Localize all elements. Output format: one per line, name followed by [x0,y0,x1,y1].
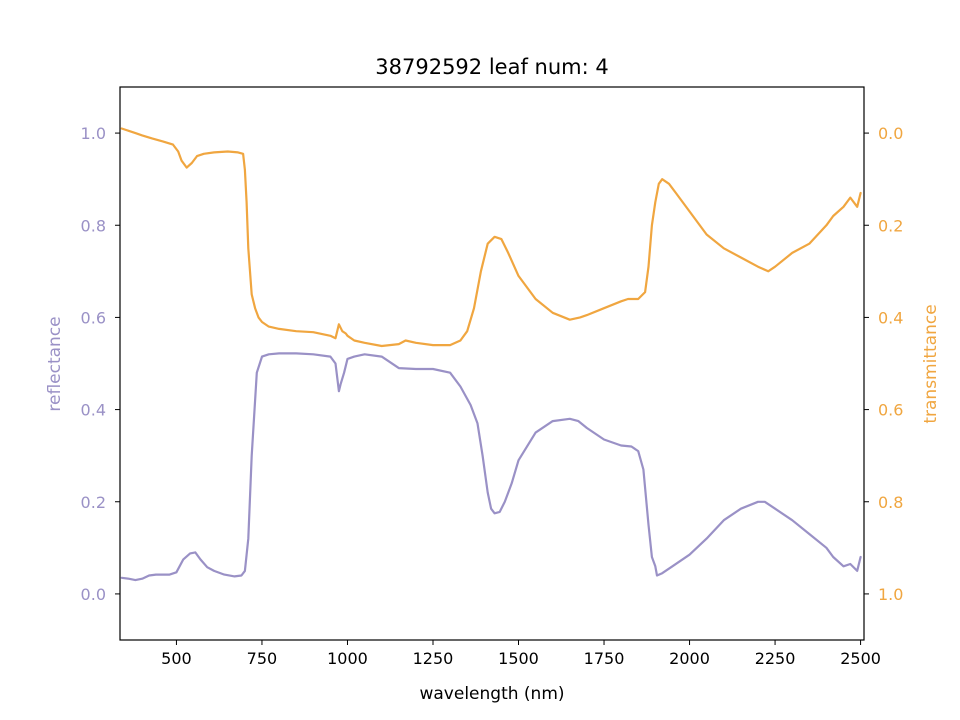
left-tick-label: 0.0 [81,585,106,604]
x-axis: 500 750 1000 1250 1500 1750 2000 2250 2500 [161,640,881,668]
x-axis-label: wavelength (nm) [419,684,564,704]
right-tick-label: 0.8 [878,493,903,512]
right-tick-label: 0.4 [878,308,903,327]
chart-title: 38792592 leaf num: 4 [375,55,608,79]
x-tick-label: 2500 [840,649,881,668]
left-tick-label: 1.0 [81,124,106,143]
right-y-axis: 0.0 0.2 0.4 0.6 0.8 1.0 [864,124,903,604]
left-y-axis-label: reflectance [45,316,65,411]
plot-area [119,86,865,641]
reflectance-line [120,352,862,582]
x-tick-label: 1000 [327,649,368,668]
plot-frame [119,86,865,641]
series-layer [120,127,862,582]
x-tick-label: 1500 [498,649,539,668]
left-tick-label: 0.2 [81,493,106,512]
x-tick-label: 2000 [669,649,710,668]
left-tick-label: 0.8 [81,216,106,235]
x-tick-label: 750 [247,649,278,668]
transmittance-line [120,127,862,348]
right-tick-label: 0.2 [878,216,903,235]
x-tick-label: 1250 [413,649,454,668]
right-tick-label: 0.0 [878,124,903,143]
left-tick-label: 0.4 [81,401,106,420]
right-tick-label: 1.0 [878,585,903,604]
x-tick-label: 500 [161,649,192,668]
x-tick-label: 1750 [584,649,625,668]
left-y-axis: 0.0 0.2 0.4 0.6 0.8 1.0 [81,124,120,604]
left-tick-label: 0.6 [81,308,106,327]
right-tick-label: 0.6 [878,401,903,420]
x-tick-label: 2250 [755,649,796,668]
right-y-axis-label: transmittance [921,304,941,423]
